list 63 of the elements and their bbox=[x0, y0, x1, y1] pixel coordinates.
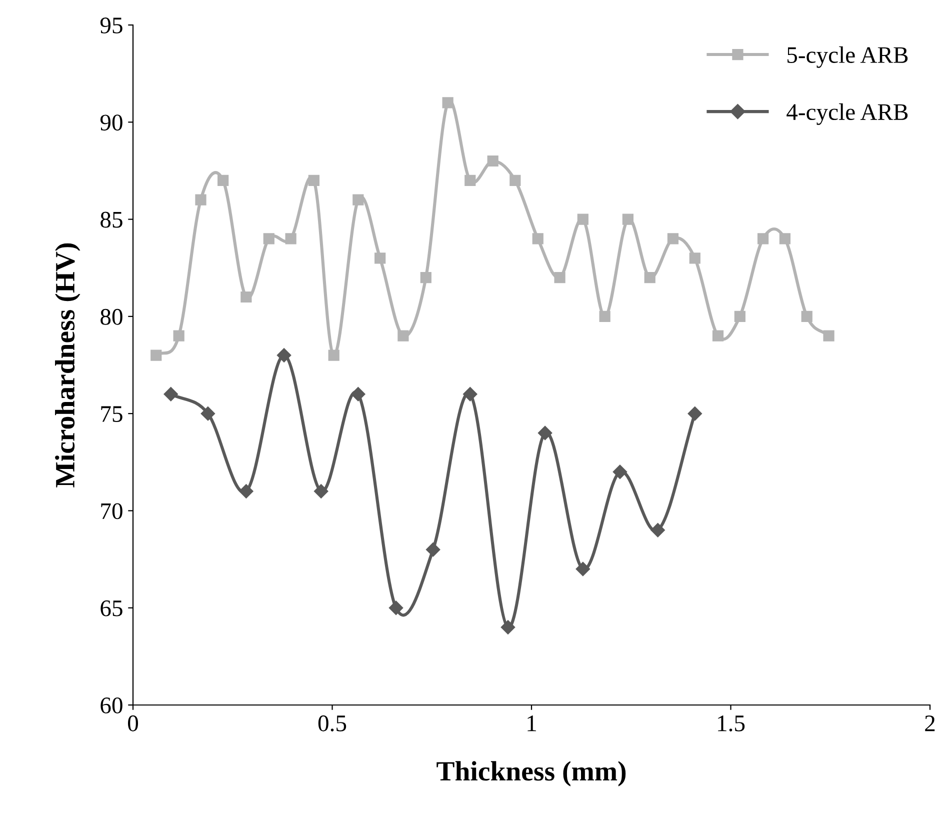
y-tick-label: 70 bbox=[101, 503, 122, 520]
x-tick-label: 0.5 bbox=[318, 715, 346, 732]
y-tick-label: 85 bbox=[100, 212, 122, 228]
point bbox=[599, 310, 610, 322]
point bbox=[538, 426, 552, 440]
point bbox=[734, 310, 746, 322]
point bbox=[200, 406, 215, 421]
point bbox=[308, 174, 320, 186]
x-tick-label: 1 bbox=[528, 716, 536, 732]
point bbox=[576, 562, 590, 576]
point bbox=[218, 174, 229, 186]
point bbox=[577, 214, 588, 225]
point bbox=[195, 194, 206, 206]
point bbox=[173, 330, 184, 342]
point bbox=[420, 272, 432, 284]
point bbox=[351, 387, 366, 402]
point bbox=[328, 350, 340, 361]
point bbox=[757, 233, 769, 244]
legend-label: 4-cycle ARB bbox=[786, 103, 908, 125]
point bbox=[712, 330, 724, 342]
x-tick-label: 1.5 bbox=[718, 716, 745, 732]
point bbox=[823, 330, 834, 342]
y-tick-label: 75 bbox=[101, 406, 122, 422]
point bbox=[239, 484, 254, 498]
point bbox=[442, 97, 454, 108]
y-tick-label: 80 bbox=[100, 308, 122, 325]
y-tick-label: 60 bbox=[100, 697, 122, 714]
y-axis-title: Microhardness (HV) bbox=[55, 243, 80, 488]
point bbox=[667, 233, 679, 244]
point bbox=[688, 406, 702, 421]
point bbox=[164, 387, 178, 402]
point bbox=[240, 291, 252, 303]
point bbox=[263, 233, 274, 244]
point bbox=[487, 155, 498, 167]
point bbox=[779, 233, 790, 244]
point bbox=[510, 174, 521, 186]
point bbox=[314, 484, 328, 498]
x-tick-label: 0 bbox=[128, 715, 138, 732]
point bbox=[463, 387, 478, 402]
x-axis-title: Thickness (mm) bbox=[436, 761, 626, 786]
point bbox=[532, 233, 544, 244]
point bbox=[801, 310, 812, 322]
point bbox=[554, 272, 566, 284]
point bbox=[464, 174, 476, 186]
point bbox=[352, 194, 364, 206]
point bbox=[150, 350, 162, 361]
point bbox=[612, 464, 628, 479]
point bbox=[285, 233, 296, 244]
point bbox=[644, 272, 656, 284]
point bbox=[398, 330, 409, 342]
point bbox=[622, 214, 634, 225]
x-tick-label: 2 bbox=[925, 715, 935, 732]
y-tick-label: 95 bbox=[100, 18, 122, 34]
point bbox=[276, 348, 292, 362]
legend-label: 5-cycle ARB bbox=[787, 46, 908, 68]
point bbox=[388, 600, 404, 615]
point bbox=[650, 523, 665, 538]
point bbox=[374, 252, 386, 264]
point bbox=[500, 620, 516, 634]
y-tick-label: 65 bbox=[100, 600, 122, 616]
point bbox=[426, 542, 440, 557]
y-tick-label: 90 bbox=[100, 114, 122, 131]
point bbox=[689, 252, 700, 264]
